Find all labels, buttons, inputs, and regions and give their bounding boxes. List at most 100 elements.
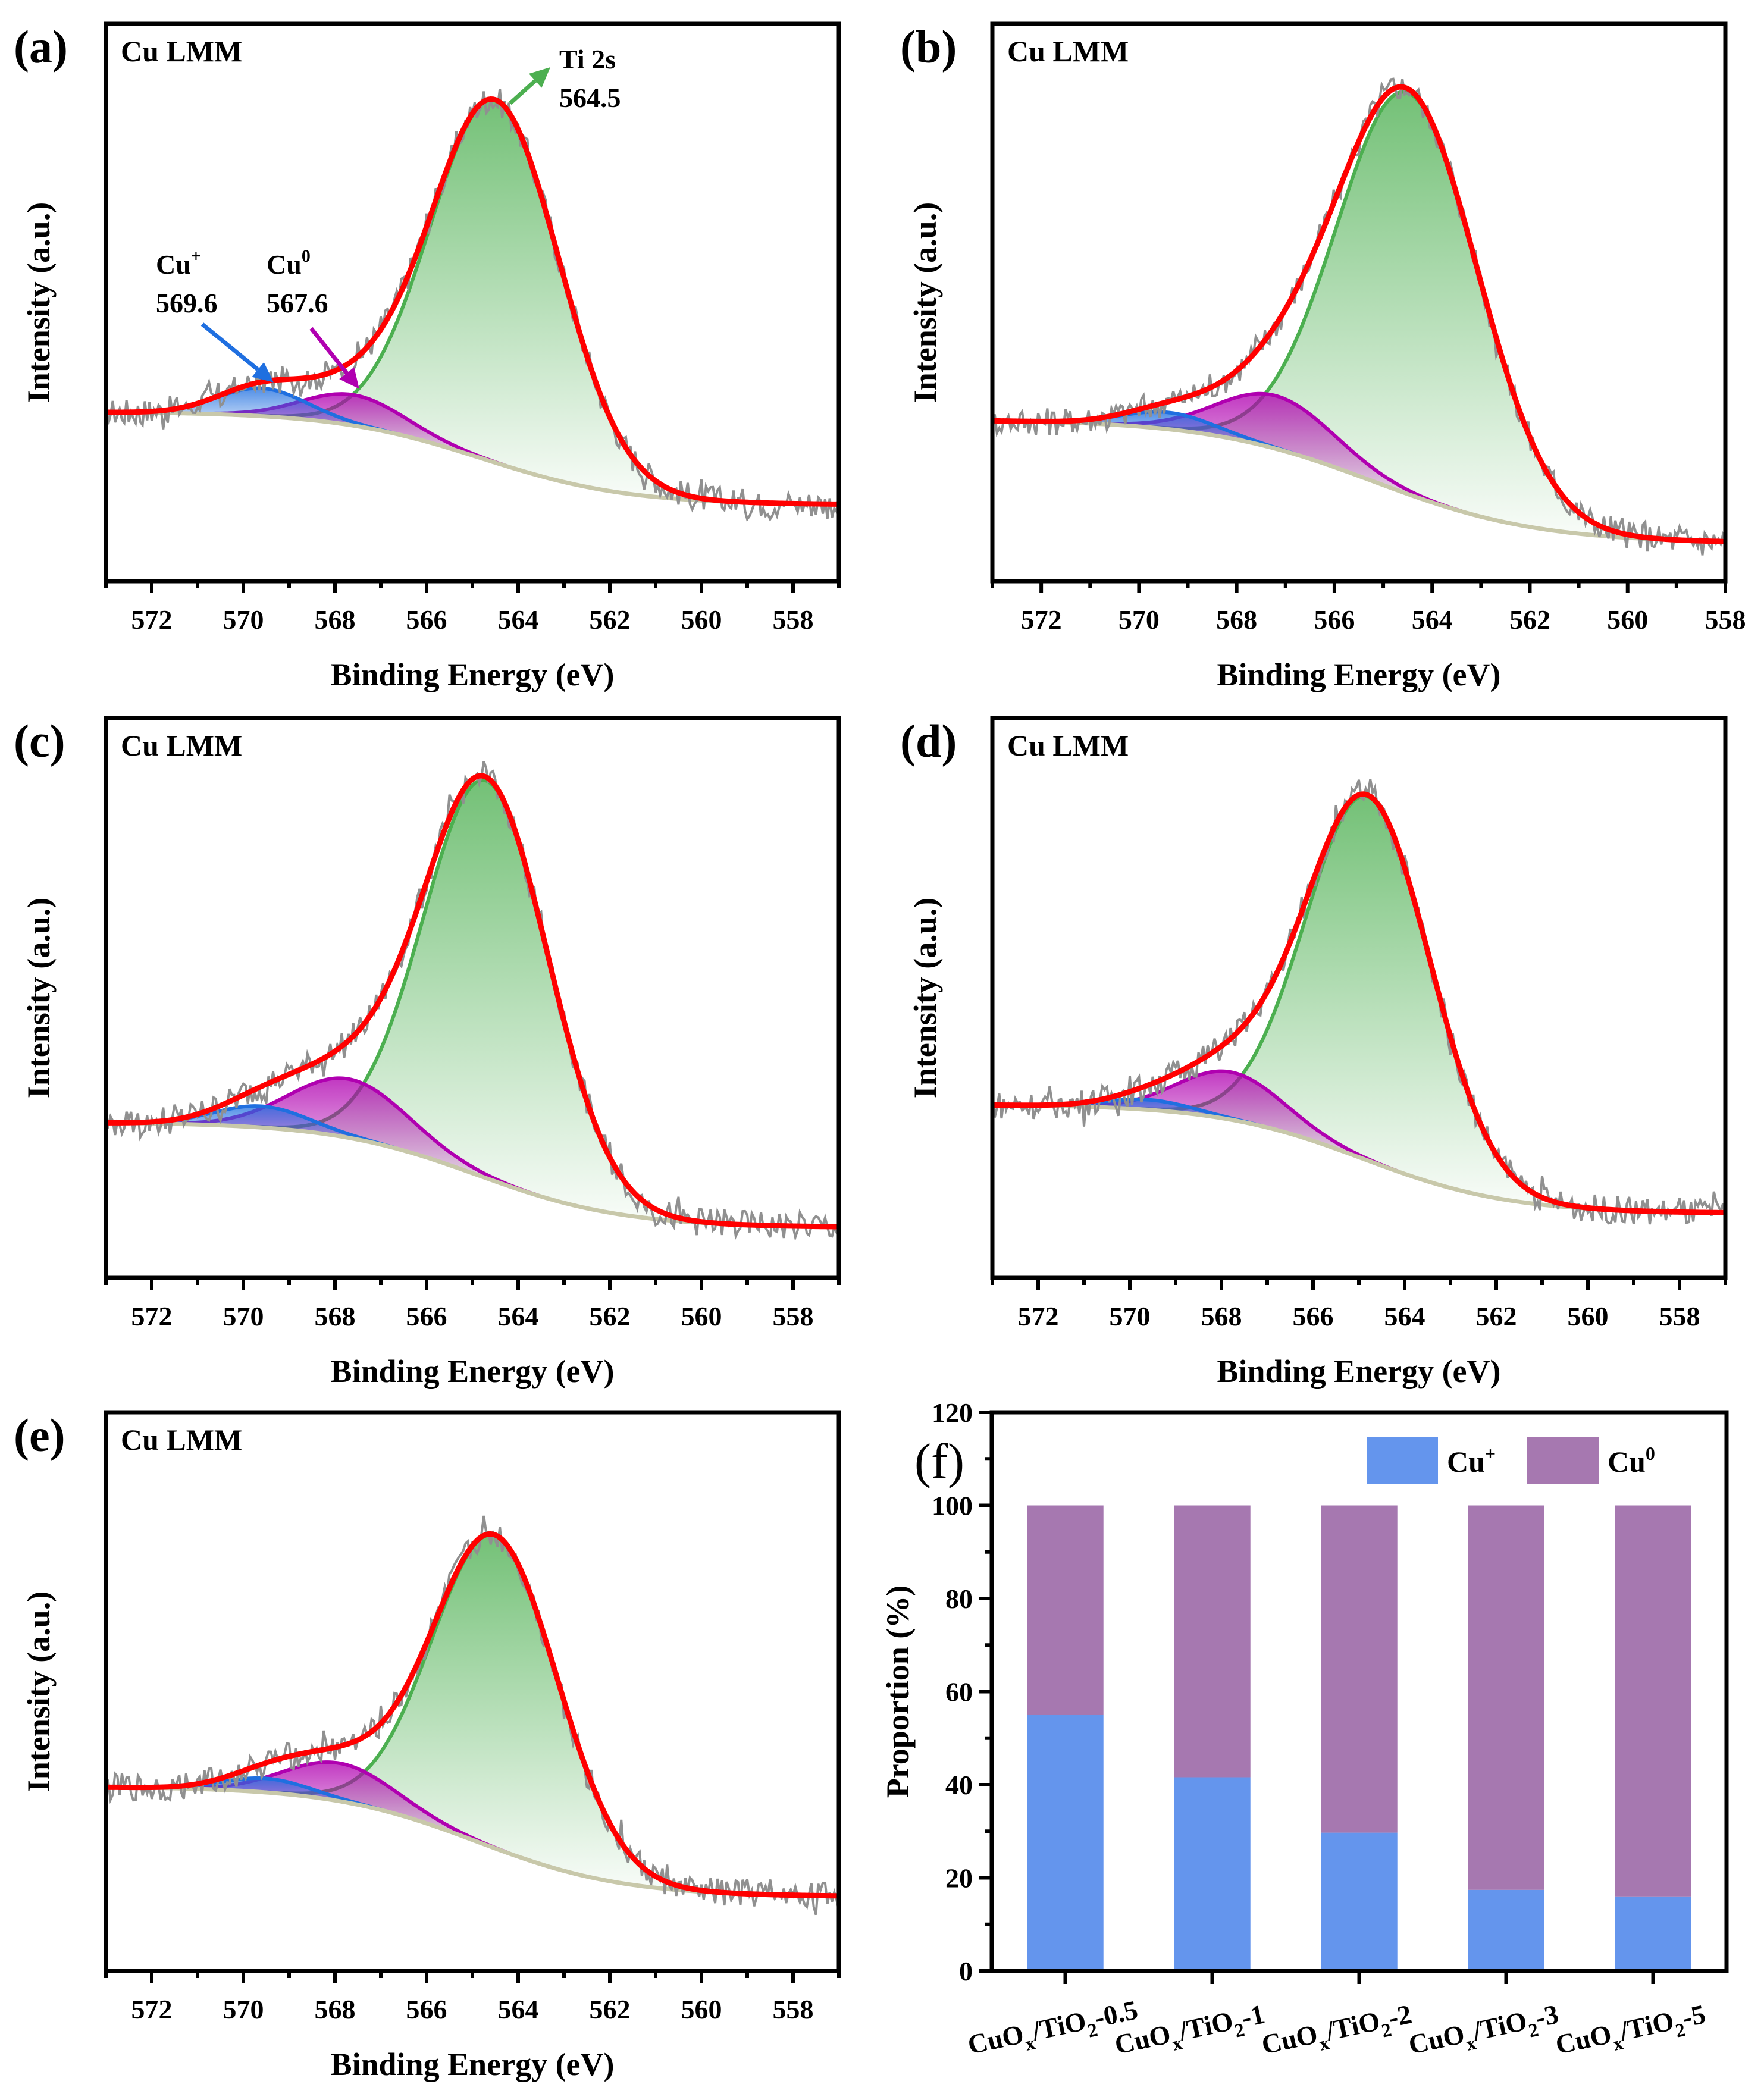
legend-superscript: 0 [1646,1443,1655,1464]
peak-fill-ti2s [250,780,722,1224]
category-subscript: x [1170,2032,1184,2055]
annotation-species: Cu [156,249,191,280]
x-tick-label: 568 [315,1301,356,1331]
x-axis-title: Binding Energy (eV) [330,657,614,692]
category-base: CuO [1553,2018,1614,2060]
x-tick-label: 562 [1509,604,1550,635]
corner-title: Cu LMM [121,1423,242,1456]
x-tick-label: 564 [1384,1301,1425,1331]
envelope-fit-line [992,84,1725,544]
category-label: CuOx/TiO2-3 [1406,1999,1562,2067]
x-tick-label: 558 [1705,604,1746,635]
envelope-fit-line [106,96,839,507]
legend: Cu+ Cu0 [1367,1437,1655,1484]
x-tick-label: 572 [1021,604,1062,635]
annotation-value: 564.5 [559,83,621,113]
annotation-arrow-head [339,367,359,389]
y-axis-title: Intensity (a.u.) [907,202,943,403]
annotation-cu: Cu+569.6 [156,246,274,383]
bar-cu-2 [1174,1777,1251,1971]
annotation-arrow-shaft [309,327,349,375]
annotation-ti2s: Ti 2s 564.5 [509,44,621,113]
category-subscript: 2 [1233,2018,1246,2042]
x-tick-label: 560 [1568,1301,1609,1331]
category-mid: /TiO [1029,2005,1089,2046]
y-tick-label: 60 [945,1677,973,1707]
category-subscript: 2 [1527,2018,1540,2042]
plot-area [106,1515,839,1916]
category-mid: /TiO [1176,2005,1236,2046]
panel-b: 572 570 568 566 564 562 560 558 Binding Energy (… [900,21,1746,692]
y-tick-label: 80 [945,1584,973,1614]
panel-label: (b) [900,21,957,73]
y-axis-title: Intensity (a.u.) [21,202,57,403]
x-tick-label: 560 [681,1301,722,1331]
plot-area [992,779,1725,1225]
corner-title: Cu LMM [121,729,242,762]
panel-e: 572 570 568 566 564 562 560 558 Binding Energy (… [14,1409,841,2082]
legend-superscript: + [1485,1443,1496,1464]
bar-cu0-3 [1321,1505,1398,1833]
x-tick-label: 560 [1607,604,1648,635]
x-tick-label: 568 [315,1994,356,2024]
envelope-fit-line [992,791,1725,1215]
x-tick-label: 558 [773,604,814,635]
x-axis-title: Binding Energy (eV) [330,2046,614,2082]
bar-cu0-5 [1615,1505,1691,1897]
x-tick-label: 566 [1293,1301,1334,1331]
plot-area [992,77,1725,556]
category-subscript: x [1464,2032,1478,2055]
category-mid: /TiO [1616,2005,1677,2046]
category-subscript: x [1023,2032,1037,2055]
panel-label: (e) [14,1409,65,1461]
x-tick-label: 568 [1216,604,1257,635]
x-tick-label: 564 [1412,604,1453,635]
panel-label: (a) [14,21,68,73]
raw-data-line [992,77,1725,556]
panel-c: 572 570 568 566 564 562 560 558 Binding Energy (… [14,715,841,1389]
category-label: CuOx/TiO2-2 [1259,1999,1415,2067]
x-tick-label: 560 [681,604,722,635]
bar-cu-4 [1468,1889,1544,1971]
plot-area [106,760,839,1242]
corner-title: Cu LMM [1007,729,1129,762]
bar-cu-3 [1321,1832,1398,1971]
x-axis-title: Binding Energy (eV) [330,1353,614,1389]
x-tick-label: 566 [406,604,447,635]
x-tick-label: 568 [315,604,356,635]
annotation-arrow-head [529,67,550,88]
x-tick-label: 570 [223,1301,264,1331]
annotation-arrow-shaft [509,79,537,105]
x-tick-label: 568 [1201,1301,1242,1331]
x-tick-label: 564 [498,1301,539,1331]
annotation-value: 569.6 [156,288,218,318]
y-tick-label: 40 [945,1770,973,1800]
x-tick-label: 562 [590,604,631,635]
y-tick-label: 20 [945,1863,973,1894]
category-base: CuO [965,2018,1026,2060]
bar-cu0-4 [1468,1505,1544,1890]
panel-f: 020406080100120CuOx/TiO2-0.5CuOx/TiO2-1C… [880,1397,1729,2067]
annotation-cu0: Cu0 567.6 [267,246,359,389]
legend-swatch-cu0 [1527,1437,1599,1484]
legend-swatch-cu [1367,1437,1438,1484]
x-tick-label: 572 [1018,1301,1059,1331]
y-axis-title: Intensity (a.u.) [21,1591,57,1792]
x-tick-label: 564 [498,1994,539,2024]
category-subscript: 2 [1380,2018,1393,2042]
x-tick-label: 566 [406,1301,447,1331]
annotation-arrow-head [252,362,274,383]
category-mid: /TiO [1470,2005,1530,2046]
legend-label: Cu0 [1608,1443,1655,1478]
annotation-species: Ti 2s [559,44,616,74]
legend-species: Cu [1608,1445,1646,1478]
annotation-superscript: 0 [302,246,311,266]
corner-title: Cu LMM [121,35,242,68]
x-tick-label: 558 [1659,1301,1700,1331]
legend-label: Cu+ [1447,1443,1496,1478]
peak-fill-ti2s [264,1534,727,1894]
x-tick-label: 570 [223,604,264,635]
peak-fill-cu [147,1778,386,1811]
raw-data-line [992,779,1725,1225]
